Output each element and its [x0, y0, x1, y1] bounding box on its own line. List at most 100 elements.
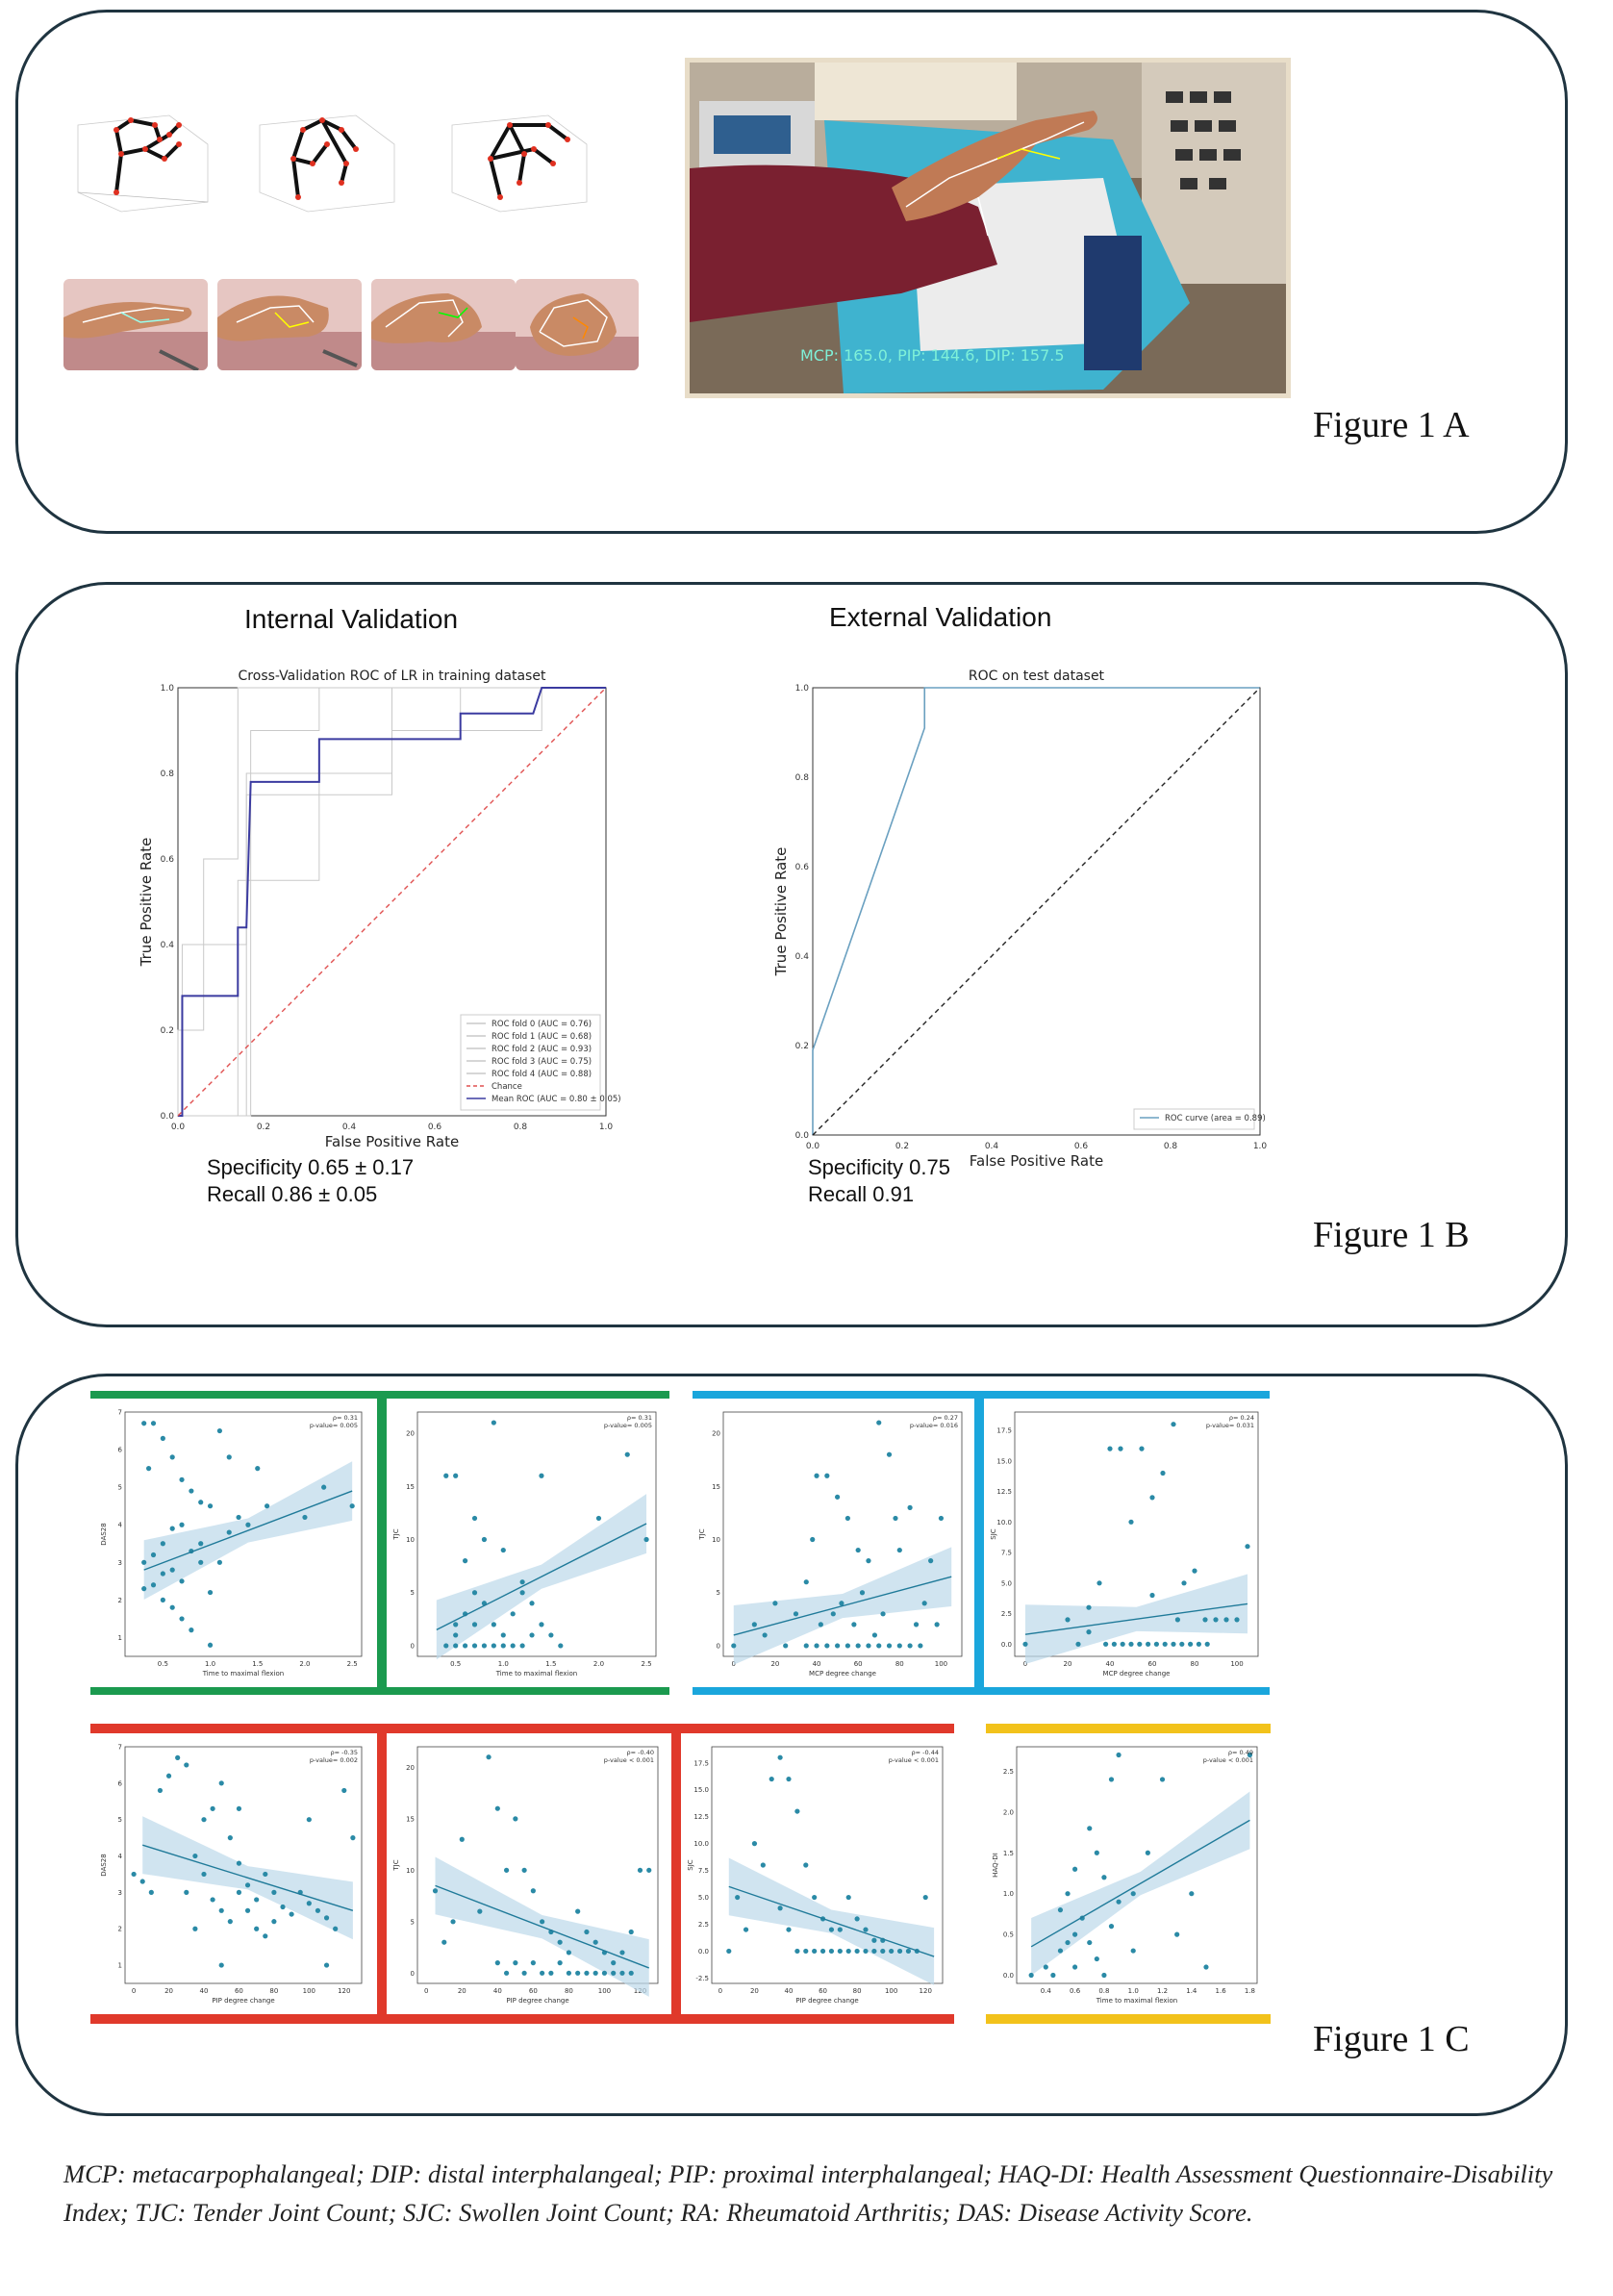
scatter-point — [510, 1643, 516, 1649]
scatter-point — [1101, 1875, 1107, 1880]
scatter-point — [218, 1780, 224, 1786]
x-tick-label: 0.2 — [257, 1123, 270, 1132]
scatter-point — [1145, 1850, 1150, 1855]
scatter-point — [1202, 1617, 1208, 1623]
plot-frame — [416, 1411, 657, 1657]
scatter-point — [306, 1901, 312, 1906]
y-tick-label: 20 — [712, 1430, 720, 1438]
scatter-point — [494, 1960, 500, 1966]
scatter-point — [854, 1916, 860, 1922]
y-axis-label: True Positive Rate — [772, 847, 790, 977]
scatter-point — [453, 1473, 459, 1478]
scatter-point — [263, 1871, 268, 1878]
scatter-point — [548, 1632, 554, 1638]
yellow-group-frame — [986, 2014, 1271, 2024]
x-tick-label: 0 — [718, 1987, 722, 1995]
y-tick-label: 0.4 — [161, 941, 175, 950]
scatter-point — [1116, 1899, 1122, 1905]
p-value: p-value= 0.002 — [310, 1756, 358, 1764]
scatter-point — [866, 1558, 871, 1564]
scatter-point — [835, 1494, 841, 1500]
angle-overlay-text: MCP: 165.0, PIP: 144.6, DIP: 157.5 — [800, 346, 1065, 365]
y-axis-label: DAS28 — [100, 1854, 108, 1876]
red-group-frame — [90, 2014, 954, 2024]
scatter-point — [218, 1907, 224, 1913]
scatter-point — [880, 1948, 886, 1955]
y-tick-label: 4 — [118, 1853, 123, 1860]
y-tick-label: 0.0 — [1001, 1641, 1012, 1649]
x-axis-label: PIP degree change — [795, 1997, 858, 2005]
scatter-point — [1087, 1826, 1093, 1831]
scatter-point — [812, 1894, 818, 1901]
scatter-point — [793, 1611, 799, 1617]
scatter-point — [1057, 1907, 1064, 1913]
x-tick-label: 60 — [854, 1660, 863, 1668]
x-tick-label: 0.5 — [158, 1660, 168, 1668]
scatter-point — [150, 1421, 157, 1426]
scatter-point — [1086, 1629, 1092, 1635]
roc-curve — [812, 687, 1260, 1135]
red-group-divider — [671, 1724, 681, 2024]
scatter-point — [1181, 1580, 1187, 1586]
scatter-point — [803, 1579, 809, 1585]
correlation-coefficient: ρ= -0.40 — [627, 1749, 654, 1756]
x-axis-label: Time to maximal flexion — [1096, 1997, 1177, 2005]
scatter-point — [141, 1586, 147, 1592]
scatter-point — [265, 1503, 270, 1509]
legend-entry: ROC fold 2 (AUC = 0.93) — [491, 1045, 592, 1054]
y-tick-label: 5.0 — [698, 1894, 709, 1902]
scatter-point — [1022, 1641, 1028, 1647]
y-tick-label: 4 — [118, 1522, 123, 1529]
scatter-point — [845, 1948, 851, 1955]
scatter-point — [491, 1643, 496, 1649]
scatter-point — [835, 1643, 841, 1649]
p-value: p-value= 0.016 — [910, 1422, 958, 1429]
scatter-point — [566, 1970, 572, 1976]
figure-1c-label: Figure 1 C — [1313, 2019, 1470, 2059]
hand-flexion-photo — [516, 279, 639, 370]
scatter-point — [481, 1643, 488, 1649]
scatter-point — [557, 1960, 563, 1966]
scatter-point — [539, 1622, 544, 1627]
scatter-point — [150, 1552, 157, 1558]
scatter-point — [794, 1948, 800, 1955]
external-recall: Recall 0.91 — [808, 1182, 915, 1206]
figure-1b-label: Figure 1 B — [1313, 1215, 1470, 1255]
scatter-point — [150, 1582, 157, 1588]
scatter-point — [876, 1643, 882, 1649]
scatter-point — [886, 1451, 893, 1457]
scatter-point — [236, 1889, 242, 1895]
x-tick-label: 60 — [529, 1987, 538, 1995]
scatter-point — [503, 1970, 510, 1976]
y-tick-label: 7.5 — [1001, 1550, 1012, 1557]
scatter-point — [486, 1754, 491, 1760]
scatter-point — [169, 1567, 175, 1573]
scatter-point — [584, 1929, 590, 1935]
scatter-point — [216, 1559, 222, 1565]
x-tick-label: 20 — [770, 1660, 779, 1668]
y-tick-label: 1.0 — [1003, 1890, 1014, 1898]
y-tick-label: 6 — [118, 1447, 123, 1454]
scatter-point — [254, 1897, 260, 1903]
x-tick-label: 1.0 — [498, 1660, 509, 1668]
scatter-point — [896, 1948, 903, 1955]
scatter-point — [157, 1787, 164, 1794]
x-axis-label: Time to maximal flexion — [495, 1670, 577, 1678]
scatter-point — [913, 1622, 920, 1627]
y-axis-label: TJC — [698, 1528, 706, 1540]
x-tick-label: 40 — [493, 1987, 502, 1995]
x-tick-label: 1.0 — [599, 1123, 614, 1132]
y-tick-label: 5 — [411, 1589, 415, 1597]
scatter-point — [1050, 1972, 1056, 1979]
y-tick-label: -2.5 — [695, 1975, 709, 1982]
scatter-point — [1204, 1641, 1210, 1647]
p-value: p-value < 0.001 — [889, 1756, 939, 1764]
scatter-point — [743, 1927, 749, 1932]
scatter-point — [1146, 1641, 1151, 1647]
scatter-point — [519, 1590, 525, 1596]
legend-entry: ROC fold 4 (AUC = 0.88) — [491, 1070, 592, 1079]
x-tick-label: 40 — [1106, 1660, 1115, 1668]
scatter-point — [584, 1970, 590, 1976]
x-tick-label: 1.4 — [1186, 1987, 1197, 1995]
x-tick-label: 100 — [303, 1987, 315, 1995]
